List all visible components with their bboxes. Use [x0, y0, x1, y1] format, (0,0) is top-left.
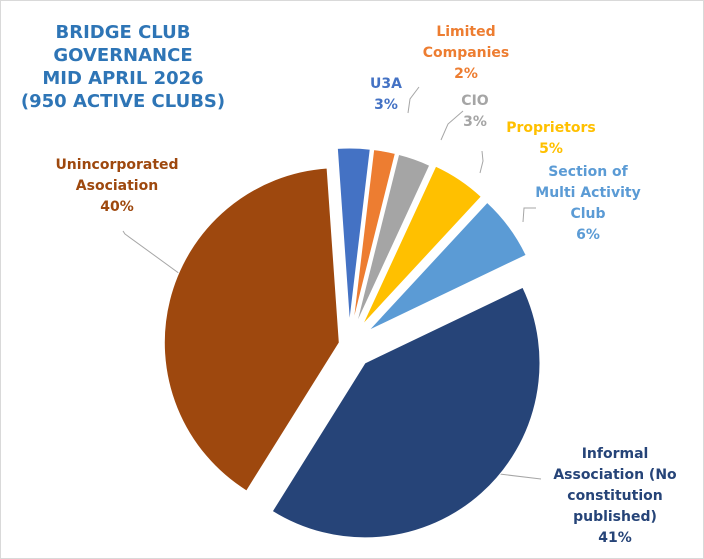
slice-informal-association-no-constitution-published [271, 286, 541, 539]
leader-line-section-of-multi-activity-club [522, 207, 536, 223]
label-informal-association-no-constitution-published: Informal Association (No constitution publi… [553, 446, 677, 546]
value-label-cio: 3% [463, 114, 487, 130]
value-label-unincorporated-asociation: 40% [100, 199, 134, 215]
label-proprietors: Proprietors 5% [506, 120, 596, 157]
slice-proprietors [361, 165, 482, 326]
label-u3a: U3A 3% [370, 76, 402, 113]
leader-lines [122, 86, 542, 480]
leader-line-limited-companies [407, 86, 420, 114]
slice-cio [355, 153, 431, 325]
chart-title-line: BRIDGE CLUB [56, 22, 191, 43]
label-unincorporated-asociation: Unincorporated Asociation 40% [55, 157, 178, 215]
slice-limited-companies [352, 149, 396, 324]
value-label-u3a: 3% [374, 97, 398, 113]
chart-title-line: MID APRIL 2026 [42, 68, 203, 89]
pie-slices [163, 147, 541, 539]
leader-line-unincorporated-asociation [122, 230, 192, 283]
chart-title-line: (950 ACTIVE CLUBS) [21, 91, 225, 112]
slice-section-of-multi-activity-club [367, 201, 527, 332]
value-label-limited-companies: 2% [454, 66, 478, 82]
label-limited-companies: Limited Companies 2% [423, 24, 510, 82]
label-cio: CIO 3% [461, 93, 488, 130]
value-label-proprietors: 5% [539, 141, 563, 157]
slice-unincorporated-asociation [163, 167, 340, 492]
label-section-of-multi-activity-club: Section of Multi Activity Club 6% [535, 164, 640, 243]
leader-line-proprietors [479, 150, 484, 174]
slice-labels: U3A 3% Limited Companies 2% CIO 3% Proprietors 5… [55, 24, 677, 546]
chart-title-line: GOVERNANCE [53, 45, 192, 66]
slice-u3a [336, 147, 371, 324]
leader-line-cio [440, 110, 464, 141]
value-label-section-of-multi-activity-club: 6% [576, 227, 600, 243]
value-label-informal-association-no-constitution-published: 41% [598, 530, 632, 546]
